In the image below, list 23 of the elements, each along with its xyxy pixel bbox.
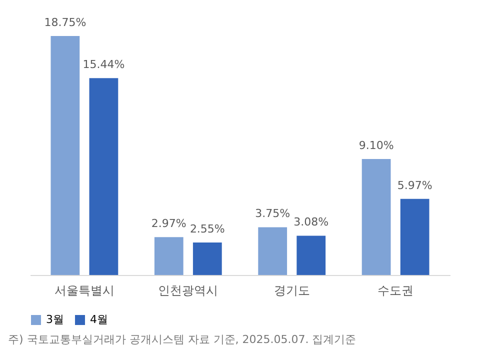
bar bbox=[362, 158, 391, 275]
bar bbox=[400, 198, 430, 275]
data-label: 3.75% bbox=[255, 207, 290, 220]
legend-label: 4월 bbox=[90, 313, 108, 326]
data-label: 18.75% bbox=[44, 16, 86, 29]
text: 주) 국토교통부실거래가 공개시스템 자료 기준, 2025.05.07. 집계기준 bbox=[7, 332, 358, 347]
data-label: 2.97% bbox=[151, 217, 186, 230]
x-tick-label: 수도권 bbox=[378, 284, 414, 298]
bar bbox=[154, 237, 184, 275]
data-label: 9.10% bbox=[358, 138, 394, 152]
bar bbox=[50, 36, 80, 275]
data-label: 3.08% bbox=[294, 216, 329, 229]
x-tick-label: 인천광역시 bbox=[158, 284, 218, 298]
bar bbox=[296, 236, 326, 275]
bar bbox=[89, 78, 118, 275]
legend-label: 3월 bbox=[46, 313, 64, 326]
bar bbox=[258, 227, 288, 275]
data-label: 15.44% bbox=[82, 58, 125, 72]
x-tick-label: 경기도 bbox=[274, 284, 310, 298]
bar bbox=[192, 242, 222, 275]
data-label: 2.55% bbox=[190, 222, 225, 236]
data-label: 5.97% bbox=[397, 178, 432, 192]
x-tick-label: 서울특별시 bbox=[54, 284, 114, 298]
